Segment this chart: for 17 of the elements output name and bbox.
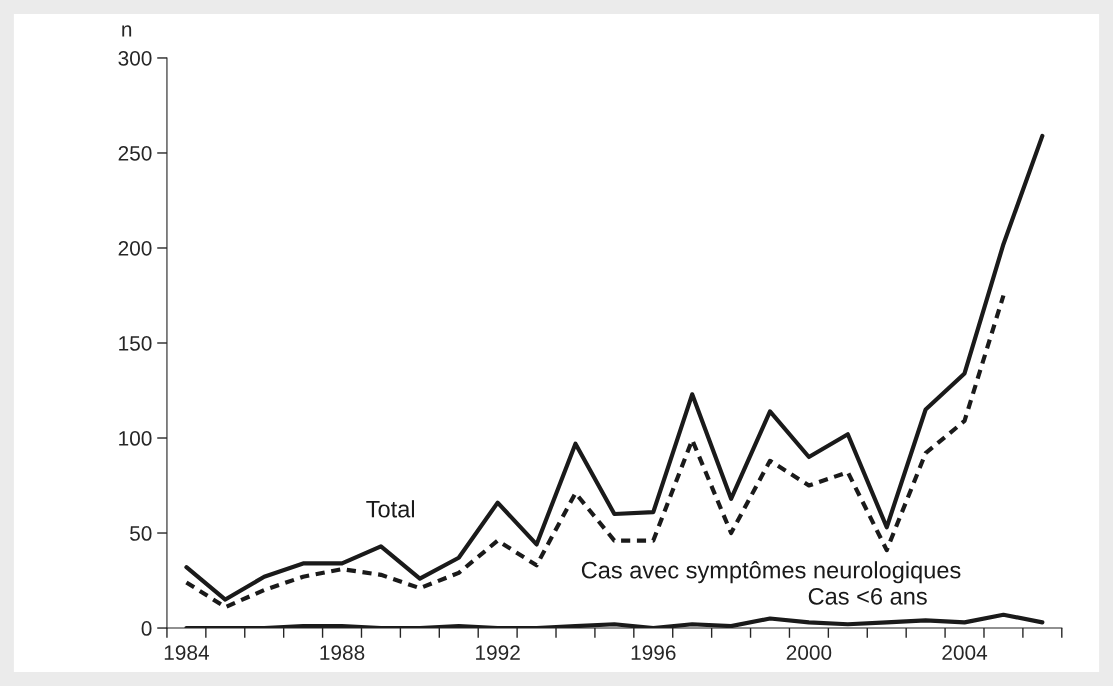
series-label: Total <box>366 500 415 518</box>
x-tick-label: 1996 <box>631 645 676 660</box>
x-tick-label: 1992 <box>476 645 520 660</box>
y-tick-label: 100 <box>119 431 152 446</box>
y-tick-label: 200 <box>118 240 152 256</box>
series-label: Cas <6 ans <box>808 588 927 605</box>
y-axis-title: n <box>122 25 132 37</box>
x-tick-label: 1988 <box>320 645 365 660</box>
x-tick-label: 1984 <box>164 645 209 660</box>
y-tick-label: 0 <box>141 621 152 636</box>
x-tick-label: 2004 <box>942 645 988 660</box>
series-label: Cas avec symptômes neurologiques <box>581 561 961 584</box>
y-tick-label: 300 <box>118 50 152 66</box>
y-tick-label: 250 <box>118 145 152 161</box>
x-tick-label: 2000 <box>786 645 832 660</box>
y-tick-label: 50 <box>130 526 152 541</box>
y-tick-label: 150 <box>119 336 152 351</box>
